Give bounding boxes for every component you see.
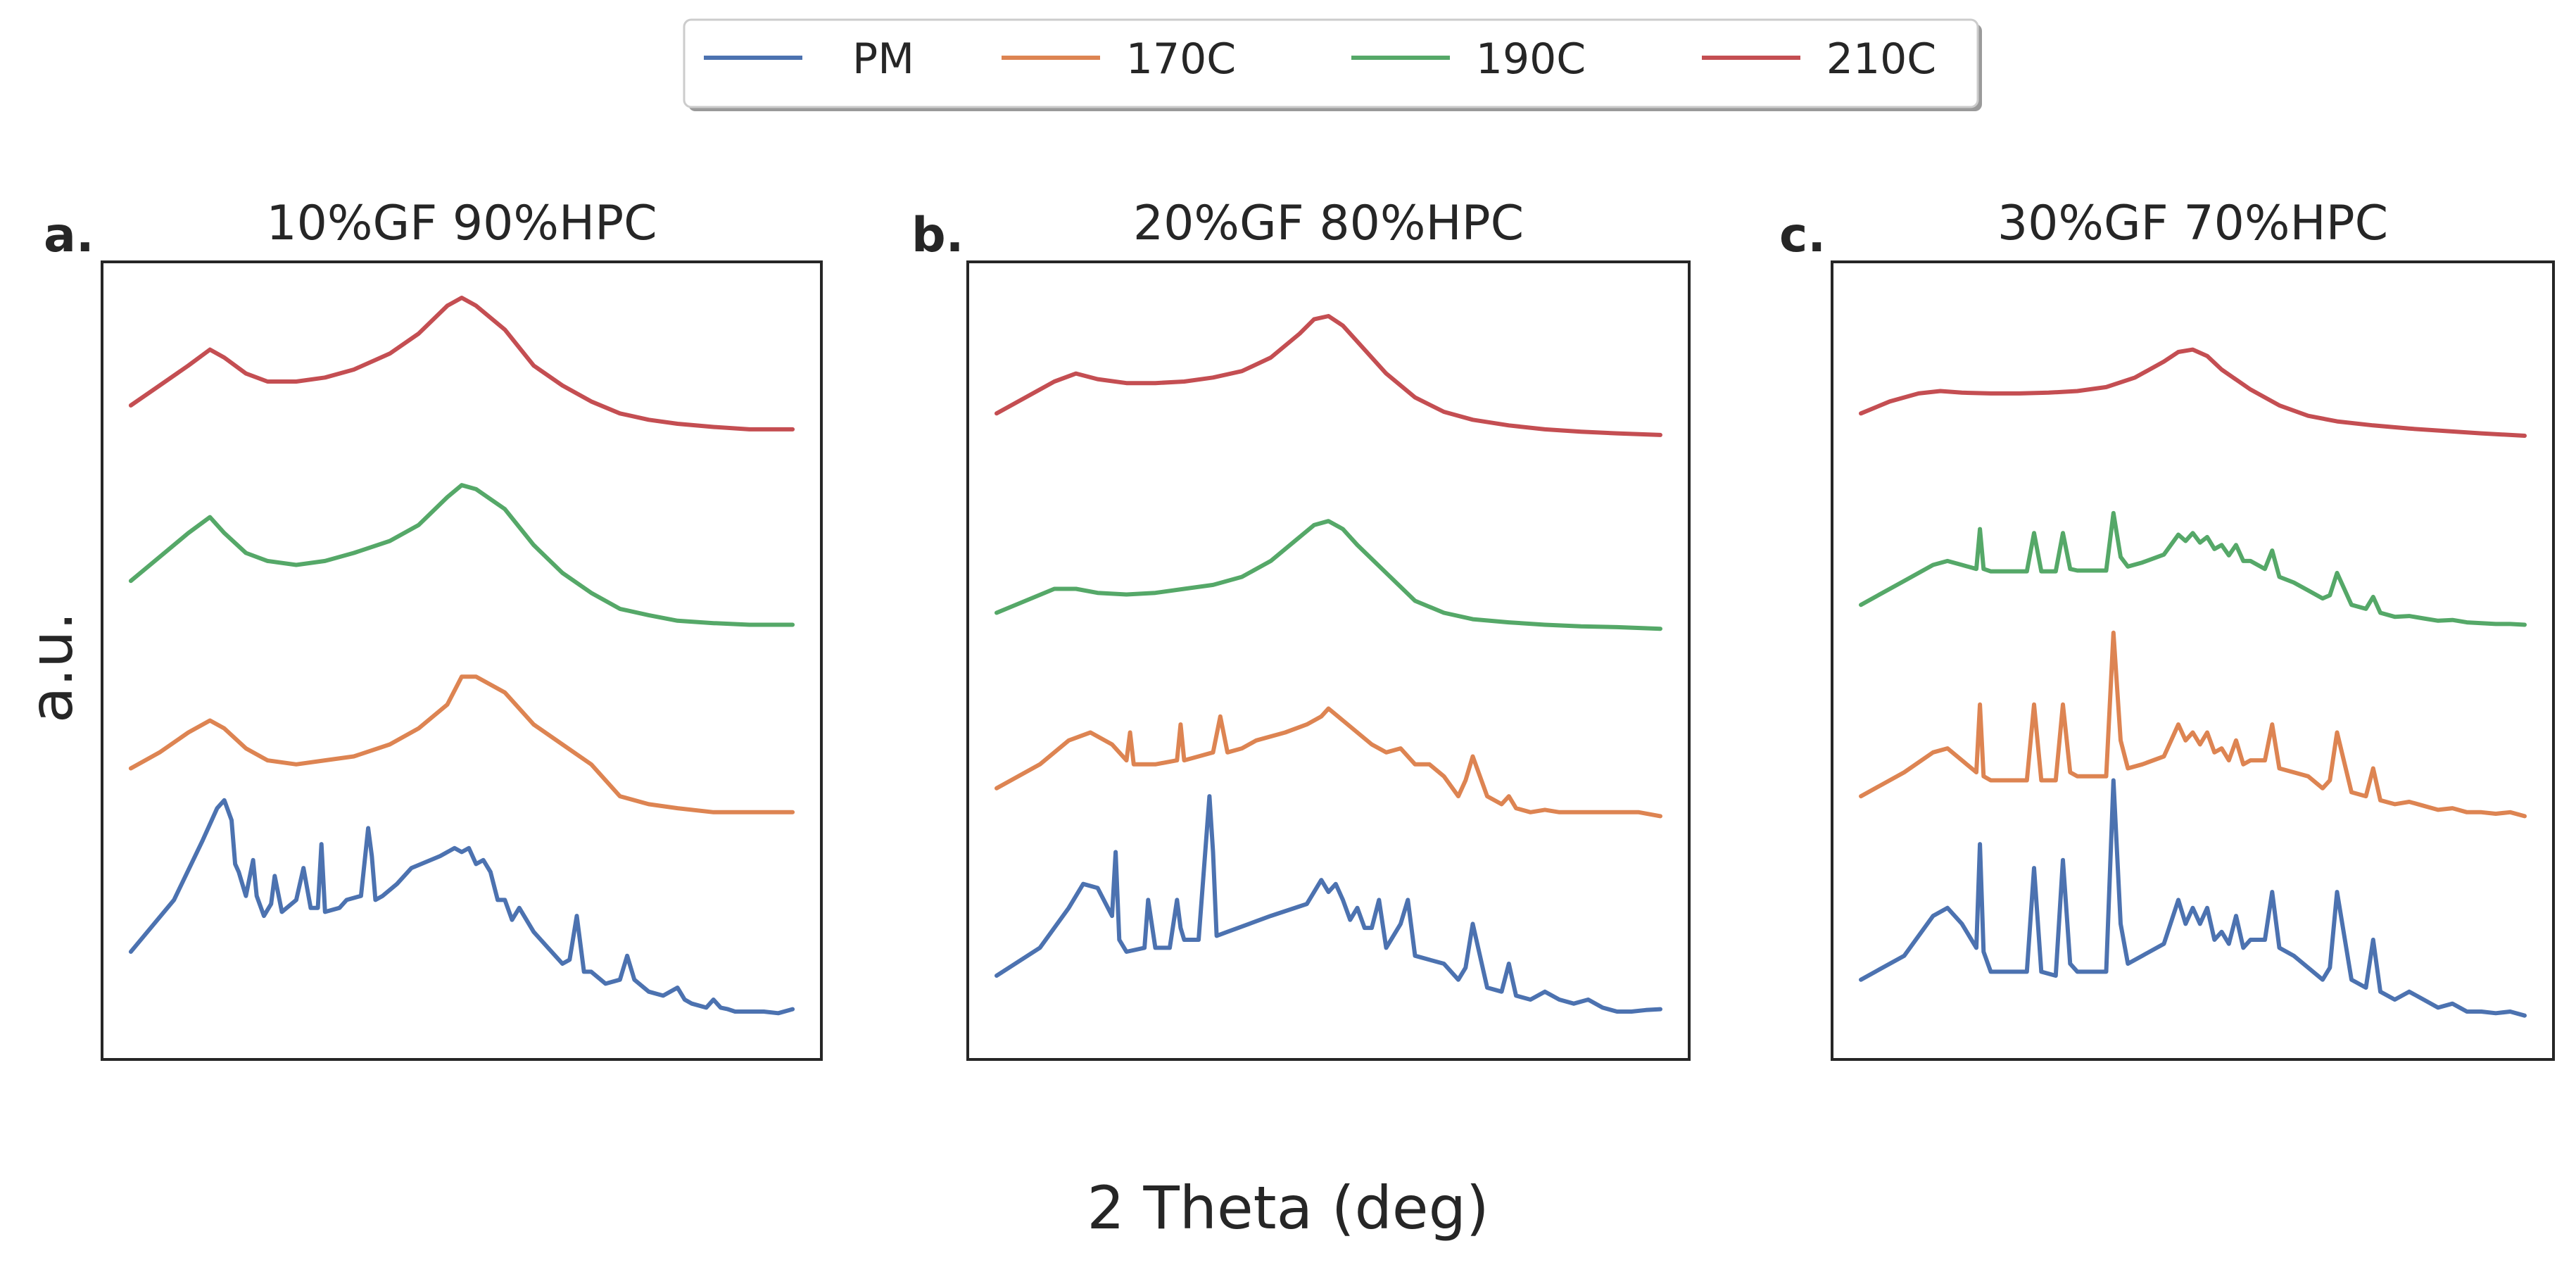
panel-b: 20%GF 80%HPC b. <box>911 196 1691 1061</box>
panel-title: 20%GF 80%HPC <box>1133 196 1524 251</box>
legend-label: PM <box>852 34 914 84</box>
series-line-190c <box>1859 510 2527 627</box>
panel-letter: c. <box>1779 208 1826 263</box>
series-line-170c <box>995 706 1662 819</box>
series-line-190c <box>128 483 795 627</box>
panel-title: 10%GF 90%HPC <box>266 196 657 251</box>
legend-label: 190C <box>1476 34 1586 84</box>
legend-box <box>683 18 1979 108</box>
legend-item: 170C <box>1002 34 1236 84</box>
series-line-190c <box>995 519 1662 631</box>
legend: PM 170C 190C 210C <box>683 18 1982 111</box>
series-line-170c <box>128 674 795 814</box>
y-axis-label: a.u. <box>17 612 86 723</box>
panel-a: 10%GF 90%HPC a. <box>44 196 823 1061</box>
plot-frame <box>966 260 1691 1061</box>
series-line-210c <box>128 296 795 432</box>
legend-item: PM <box>704 34 914 84</box>
series-line-pm <box>995 794 1662 1014</box>
panel-letter: a. <box>44 208 94 263</box>
panel-title: 30%GF 70%HPC <box>1997 196 2388 251</box>
series-line-210c <box>1859 347 2527 438</box>
series-line-210c <box>995 314 1662 437</box>
plot-frame <box>1831 260 2555 1061</box>
legend-item: 190C <box>1351 34 1586 84</box>
panel-c: 30%GF 70%HPC c. <box>1779 196 2555 1061</box>
legend-label: 170C <box>1126 34 1236 84</box>
panels: 10%GF 90%HPC a. 20%GF 80%HPC b. 30%GF 70%HPC… <box>44 196 2555 1061</box>
series-line-170c <box>1859 630 2527 819</box>
panel-letter: b. <box>911 208 964 263</box>
legend-item: 210C <box>1702 34 1936 84</box>
series-line-pm <box>128 798 795 1016</box>
legend-label: 210C <box>1826 34 1936 84</box>
series-line-pm <box>1859 778 2527 1018</box>
plot-frame <box>101 260 823 1061</box>
x-axis-label: 2 Theta (deg) <box>1087 1173 1489 1242</box>
